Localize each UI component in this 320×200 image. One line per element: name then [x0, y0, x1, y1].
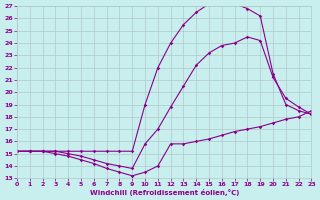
X-axis label: Windchill (Refroidissement éolien,°C): Windchill (Refroidissement éolien,°C) [90, 189, 239, 196]
